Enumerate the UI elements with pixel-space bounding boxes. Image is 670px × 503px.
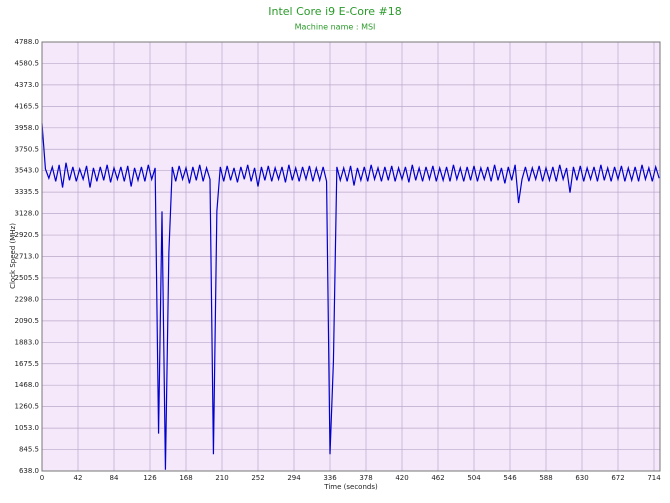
x-axis-label: Time (seconds) xyxy=(323,483,378,491)
x-tick-label: 252 xyxy=(251,474,264,482)
y-tick-label: 2090.5 xyxy=(15,317,40,325)
x-tick-label: 294 xyxy=(287,474,301,482)
x-tick-label: 126 xyxy=(143,474,157,482)
x-tick-label: 630 xyxy=(575,474,588,482)
y-tick-label: 3128.0 xyxy=(15,210,40,218)
y-tick-label: 4165.5 xyxy=(15,102,40,110)
y-tick-label: 1260.5 xyxy=(15,403,40,411)
x-tick-label: 84 xyxy=(110,474,119,482)
y-tick-label: 638.0 xyxy=(19,467,39,475)
x-tick-label: 504 xyxy=(467,474,481,482)
x-tick-label: 336 xyxy=(323,474,337,482)
y-tick-label: 1675.5 xyxy=(15,360,40,368)
y-tick-label: 3750.5 xyxy=(15,145,40,153)
y-tick-label: 2920.5 xyxy=(15,231,40,239)
y-tick-label: 1468.0 xyxy=(15,381,40,389)
y-tick-label: 3958.0 xyxy=(15,124,40,132)
x-tick-label: 672 xyxy=(611,474,624,482)
chart-title: Intel Core i9 E-Core #18 xyxy=(268,5,401,18)
y-tick-label: 4373.0 xyxy=(15,81,40,89)
y-tick-label: 3543.0 xyxy=(15,167,40,175)
y-tick-label: 845.5 xyxy=(19,446,39,454)
y-tick-label: 3335.5 xyxy=(15,188,40,196)
y-tick-label: 4580.5 xyxy=(15,59,40,67)
y-tick-label: 1883.0 xyxy=(15,338,40,346)
data-line xyxy=(41,123,660,470)
chart-subtitle: Machine name : MSI xyxy=(295,23,376,32)
x-tick-label: 420 xyxy=(395,474,408,482)
x-tick-label: 714 xyxy=(647,474,661,482)
x-tick-label: 0 xyxy=(40,474,44,482)
y-tick-label: 4788.0 xyxy=(15,38,40,46)
x-tick-label: 546 xyxy=(503,474,517,482)
x-tick-label: 42 xyxy=(74,474,83,482)
plot-border xyxy=(41,41,661,472)
y-tick-label: 2713.0 xyxy=(15,253,40,261)
y-tick-label: 2298.0 xyxy=(15,295,40,303)
y-tick-label: 1053.0 xyxy=(15,424,40,432)
x-tick-label: 168 xyxy=(179,474,192,482)
x-tick-label: 210 xyxy=(215,474,228,482)
y-axis-label: Clock Speed (MHz) xyxy=(9,223,17,289)
x-tick-label: 378 xyxy=(359,474,372,482)
x-tick-label: 588 xyxy=(539,474,552,482)
y-tick-label: 2505.5 xyxy=(15,274,40,282)
x-tick-label: 462 xyxy=(431,474,444,482)
